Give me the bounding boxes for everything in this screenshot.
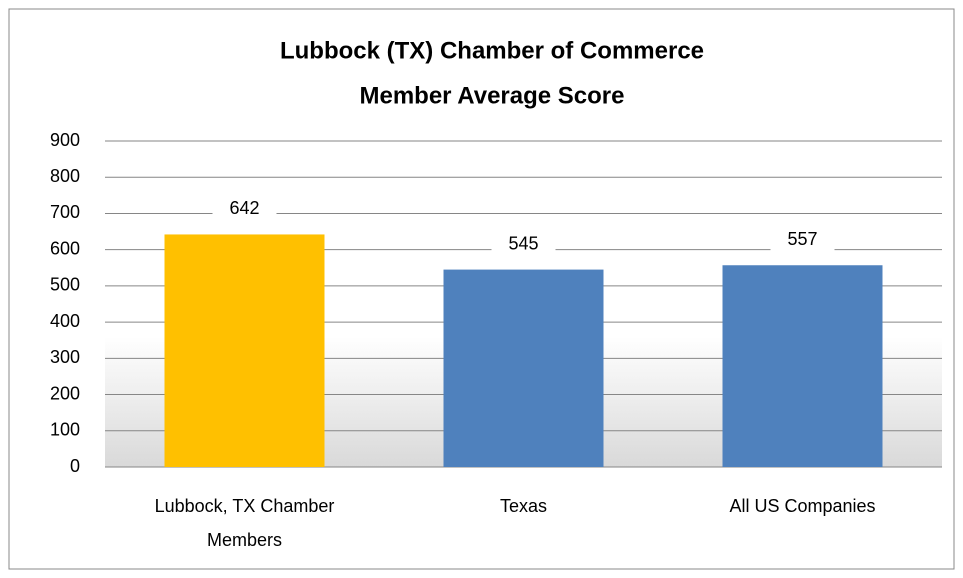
bar — [722, 265, 883, 467]
y-tick-label: 800 — [50, 166, 80, 186]
data-label-bg — [212, 197, 277, 222]
data-label: 545 — [508, 233, 538, 253]
bar — [443, 269, 604, 467]
y-tick-label: 500 — [50, 275, 80, 295]
y-tick-label: 100 — [50, 420, 80, 440]
chart-title: Lubbock (TX) Chamber of Commerce — [280, 37, 704, 64]
x-tick-label: All US Companies — [729, 496, 875, 516]
y-tick-label: 600 — [50, 238, 80, 258]
data-label: 642 — [229, 198, 259, 218]
x-tick-label: Texas — [500, 496, 547, 516]
chart-title: Member Average Score — [359, 82, 624, 109]
y-tick-label: 700 — [50, 202, 80, 222]
data-label: 557 — [787, 229, 817, 249]
y-tick-label: 0 — [70, 456, 80, 476]
data-label-bg — [770, 228, 835, 253]
y-tick-label: 300 — [50, 347, 80, 367]
x-tick-label: Lubbock, TX Chamber Members — [155, 496, 335, 550]
data-label-bg — [491, 232, 556, 257]
y-tick-label: 900 — [50, 130, 80, 150]
y-tick-label: 400 — [50, 311, 80, 331]
bar — [164, 234, 325, 467]
y-tick-label: 200 — [50, 383, 80, 403]
